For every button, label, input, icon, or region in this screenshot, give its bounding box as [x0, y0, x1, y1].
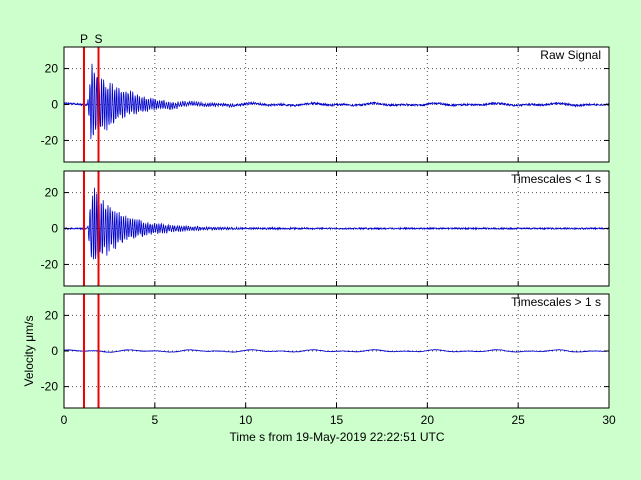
- phase-label-s: S: [95, 32, 103, 46]
- y-tick-label: 0: [51, 222, 58, 236]
- plot-frame: [63, 46, 610, 163]
- x-tick-label: 30: [602, 413, 616, 427]
- x-tick-label: 10: [239, 413, 253, 427]
- trace-line: [63, 63, 610, 140]
- x-tick-label: 15: [330, 413, 344, 427]
- y-tick-label: -20: [41, 257, 59, 271]
- x-tick-label: 0: [61, 413, 68, 427]
- y-tick-label: 20: [45, 308, 59, 322]
- trace-line: [63, 187, 610, 260]
- panel-2: -20 0 20 Timescales < 1 s: [41, 170, 610, 287]
- panel-3: -20 0 20 Timescales > 1 s: [41, 293, 610, 409]
- trace-line: [63, 348, 609, 353]
- y-tick-label: 0: [51, 344, 58, 358]
- x-tick-label: 5: [151, 413, 158, 427]
- x-axis-group: 0 5 10 15 20 25 30: [61, 413, 616, 427]
- phase-label-p: P: [80, 32, 88, 46]
- x-tick-label: 20: [421, 413, 435, 427]
- y-tick-label: 20: [45, 186, 59, 200]
- plot-frame: [63, 293, 610, 409]
- y-tick-label: 20: [45, 62, 59, 76]
- y-tick-label: 0: [51, 98, 58, 112]
- y-tick-label: -20: [41, 133, 59, 147]
- panel-title: Raw Signal: [540, 48, 601, 62]
- x-axis-label: Time s from 19-May-2019 22:22:51 UTC: [230, 430, 445, 444]
- panel-title: Timescales > 1 s: [511, 295, 601, 309]
- y-axis-label: Velocity μm/s: [22, 316, 36, 387]
- panel-title: Timescales < 1 s: [511, 172, 601, 186]
- x-tick-label: 25: [511, 413, 525, 427]
- panel-1: -20 0 20 Raw Signal: [41, 46, 610, 163]
- y-tick-label: -20: [41, 380, 59, 394]
- plot-frame: [63, 170, 610, 287]
